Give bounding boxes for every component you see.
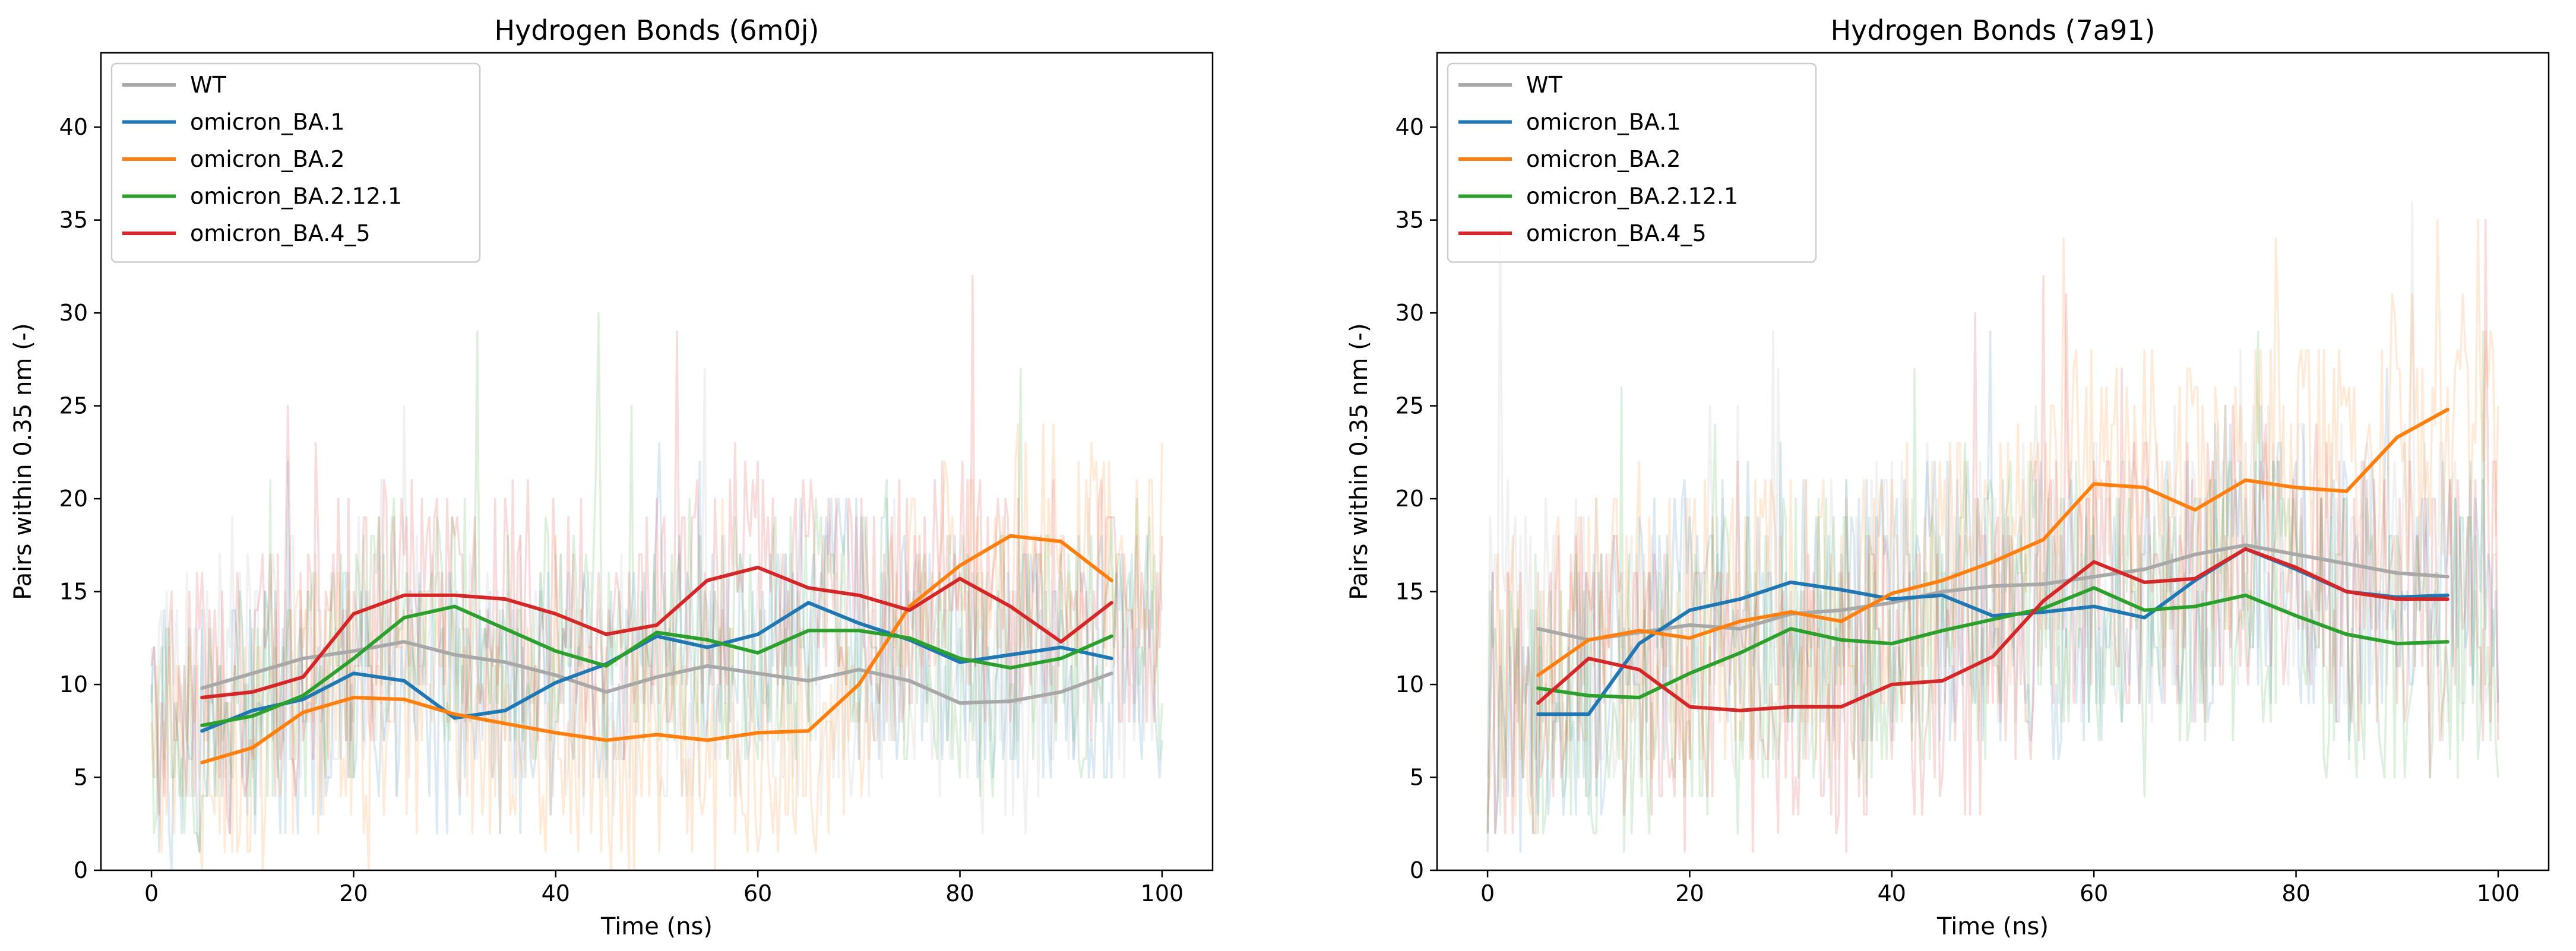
legend: WT omicron_BA.1 omicron_BA.2 omicron_BA.2.1… — [110, 62, 481, 263]
y-tick-label: 10 — [59, 671, 88, 698]
raw-trace-omicron_BA.2.12.1 — [1486, 330, 2499, 853]
y-tick-label: 35 — [59, 207, 88, 233]
y-tick-label: 25 — [59, 393, 88, 419]
legend-label: WT — [190, 72, 227, 98]
series-line-WT — [1536, 543, 2450, 642]
x-axis-label: Time (ns) — [1936, 913, 2049, 940]
legend-label: omicron_BA.4_5 — [1526, 220, 1707, 246]
legend-label: WT — [1526, 72, 1563, 98]
x-tick-label: 80 — [2281, 880, 2310, 906]
series-line-omicron_BA.2 — [200, 534, 1113, 765]
x-tick-label: 100 — [2477, 880, 2520, 906]
series-line-omicron_BA.4_5 — [200, 565, 1113, 699]
chart-title: Hydrogen Bonds (6m0j) — [495, 14, 819, 46]
raw-traces — [1486, 200, 2499, 853]
series-line-omicron_BA.4_5 — [1536, 547, 2450, 712]
x-tick-label: 100 — [1141, 880, 1184, 906]
chart-title: Hydrogen Bonds (7a91) — [1831, 14, 2156, 46]
y-tick-label: 10 — [1395, 671, 1424, 698]
x-tick-label: 20 — [339, 880, 368, 906]
raw-trace-omicron_BA.1 — [150, 442, 1163, 870]
y-tick-label: 5 — [1410, 765, 1424, 791]
legend-label: omicron_BA.1 — [190, 109, 345, 135]
x-tick-label: 40 — [542, 880, 570, 906]
raw-trace-omicron_BA.4_5 — [150, 274, 1163, 835]
y-tick-label: 30 — [59, 300, 88, 326]
y-tick-label: 25 — [1395, 393, 1424, 419]
series-line-omicron_BA.2.12.1 — [1536, 586, 2450, 699]
x-tick-label: 40 — [1878, 880, 1906, 906]
raw-trace-omicron_BA.2.12.1 — [150, 312, 1163, 853]
y-axis-label: Pairs within 0.35 nm (-) — [1346, 323, 1373, 600]
y-tick-label: 20 — [1395, 486, 1424, 512]
raw-trace-WT — [150, 367, 1163, 835]
y-tick-label: 40 — [1395, 114, 1424, 140]
raw-trace-omicron_BA.2 — [150, 423, 1163, 870]
x-tick-label: 0 — [144, 880, 159, 906]
y-tick-label: 30 — [1395, 300, 1424, 326]
axes-frame — [100, 52, 1214, 871]
legend-box — [110, 62, 481, 263]
legend-box — [1447, 62, 1817, 263]
raw-traces — [150, 274, 1163, 870]
y-axis-label: Pairs within 0.35 nm (-) — [10, 323, 37, 600]
series-line-omicron_BA.2 — [1536, 407, 2450, 677]
x-tick-label: 20 — [1675, 880, 1704, 906]
series-line-WT — [200, 640, 1113, 705]
y-tick-label: 15 — [59, 579, 88, 605]
y-tick-label: 35 — [1395, 207, 1424, 233]
x-tick-label: 60 — [2080, 880, 2108, 906]
axes-frame — [1436, 52, 2550, 871]
y-tick-label: 15 — [1395, 579, 1424, 605]
legend-label: omicron_BA.1 — [1526, 109, 1681, 135]
chart-panel-1: 0 20 40 60 80 100 0 5 10 15 20 25 30 35 40 Hydrogen Bon… — [10, 14, 1214, 940]
x-tick-label: 0 — [1480, 880, 1495, 906]
legend-label: omicron_BA.2 — [190, 146, 345, 172]
y-tick-label: 40 — [59, 114, 88, 140]
raw-trace-WT — [1486, 200, 2499, 797]
x-tick-label: 80 — [945, 880, 974, 906]
series-line-omicron_BA.1 — [200, 601, 1113, 733]
legend-label: omicron_BA.4_5 — [190, 220, 371, 246]
y-tick-label: 0 — [1410, 857, 1424, 883]
chart-panel-2: 0 20 40 60 80 100 0 5 10 15 20 25 30 35 40 Hydrogen Bon… — [1346, 14, 2550, 940]
series-line-omicron_BA.2.12.1 — [200, 604, 1113, 727]
raw-trace-omicron_BA.4_5 — [1486, 218, 2499, 853]
series-lines — [1536, 407, 2450, 717]
y-tick-label: 0 — [74, 857, 88, 883]
legend-label: omicron_BA.2.12.1 — [190, 183, 402, 210]
x-axis-label: Time (ns) — [600, 913, 713, 940]
legend-label: omicron_BA.2.12.1 — [1526, 183, 1738, 210]
legend: WT omicron_BA.1 omicron_BA.2 omicron_BA.2.1… — [1447, 62, 1817, 263]
x-tick-label: 60 — [743, 880, 772, 906]
legend-label: omicron_BA.2 — [1526, 146, 1681, 172]
series-lines — [200, 534, 1113, 765]
y-tick-label: 5 — [74, 765, 88, 791]
y-tick-label: 20 — [59, 486, 88, 512]
